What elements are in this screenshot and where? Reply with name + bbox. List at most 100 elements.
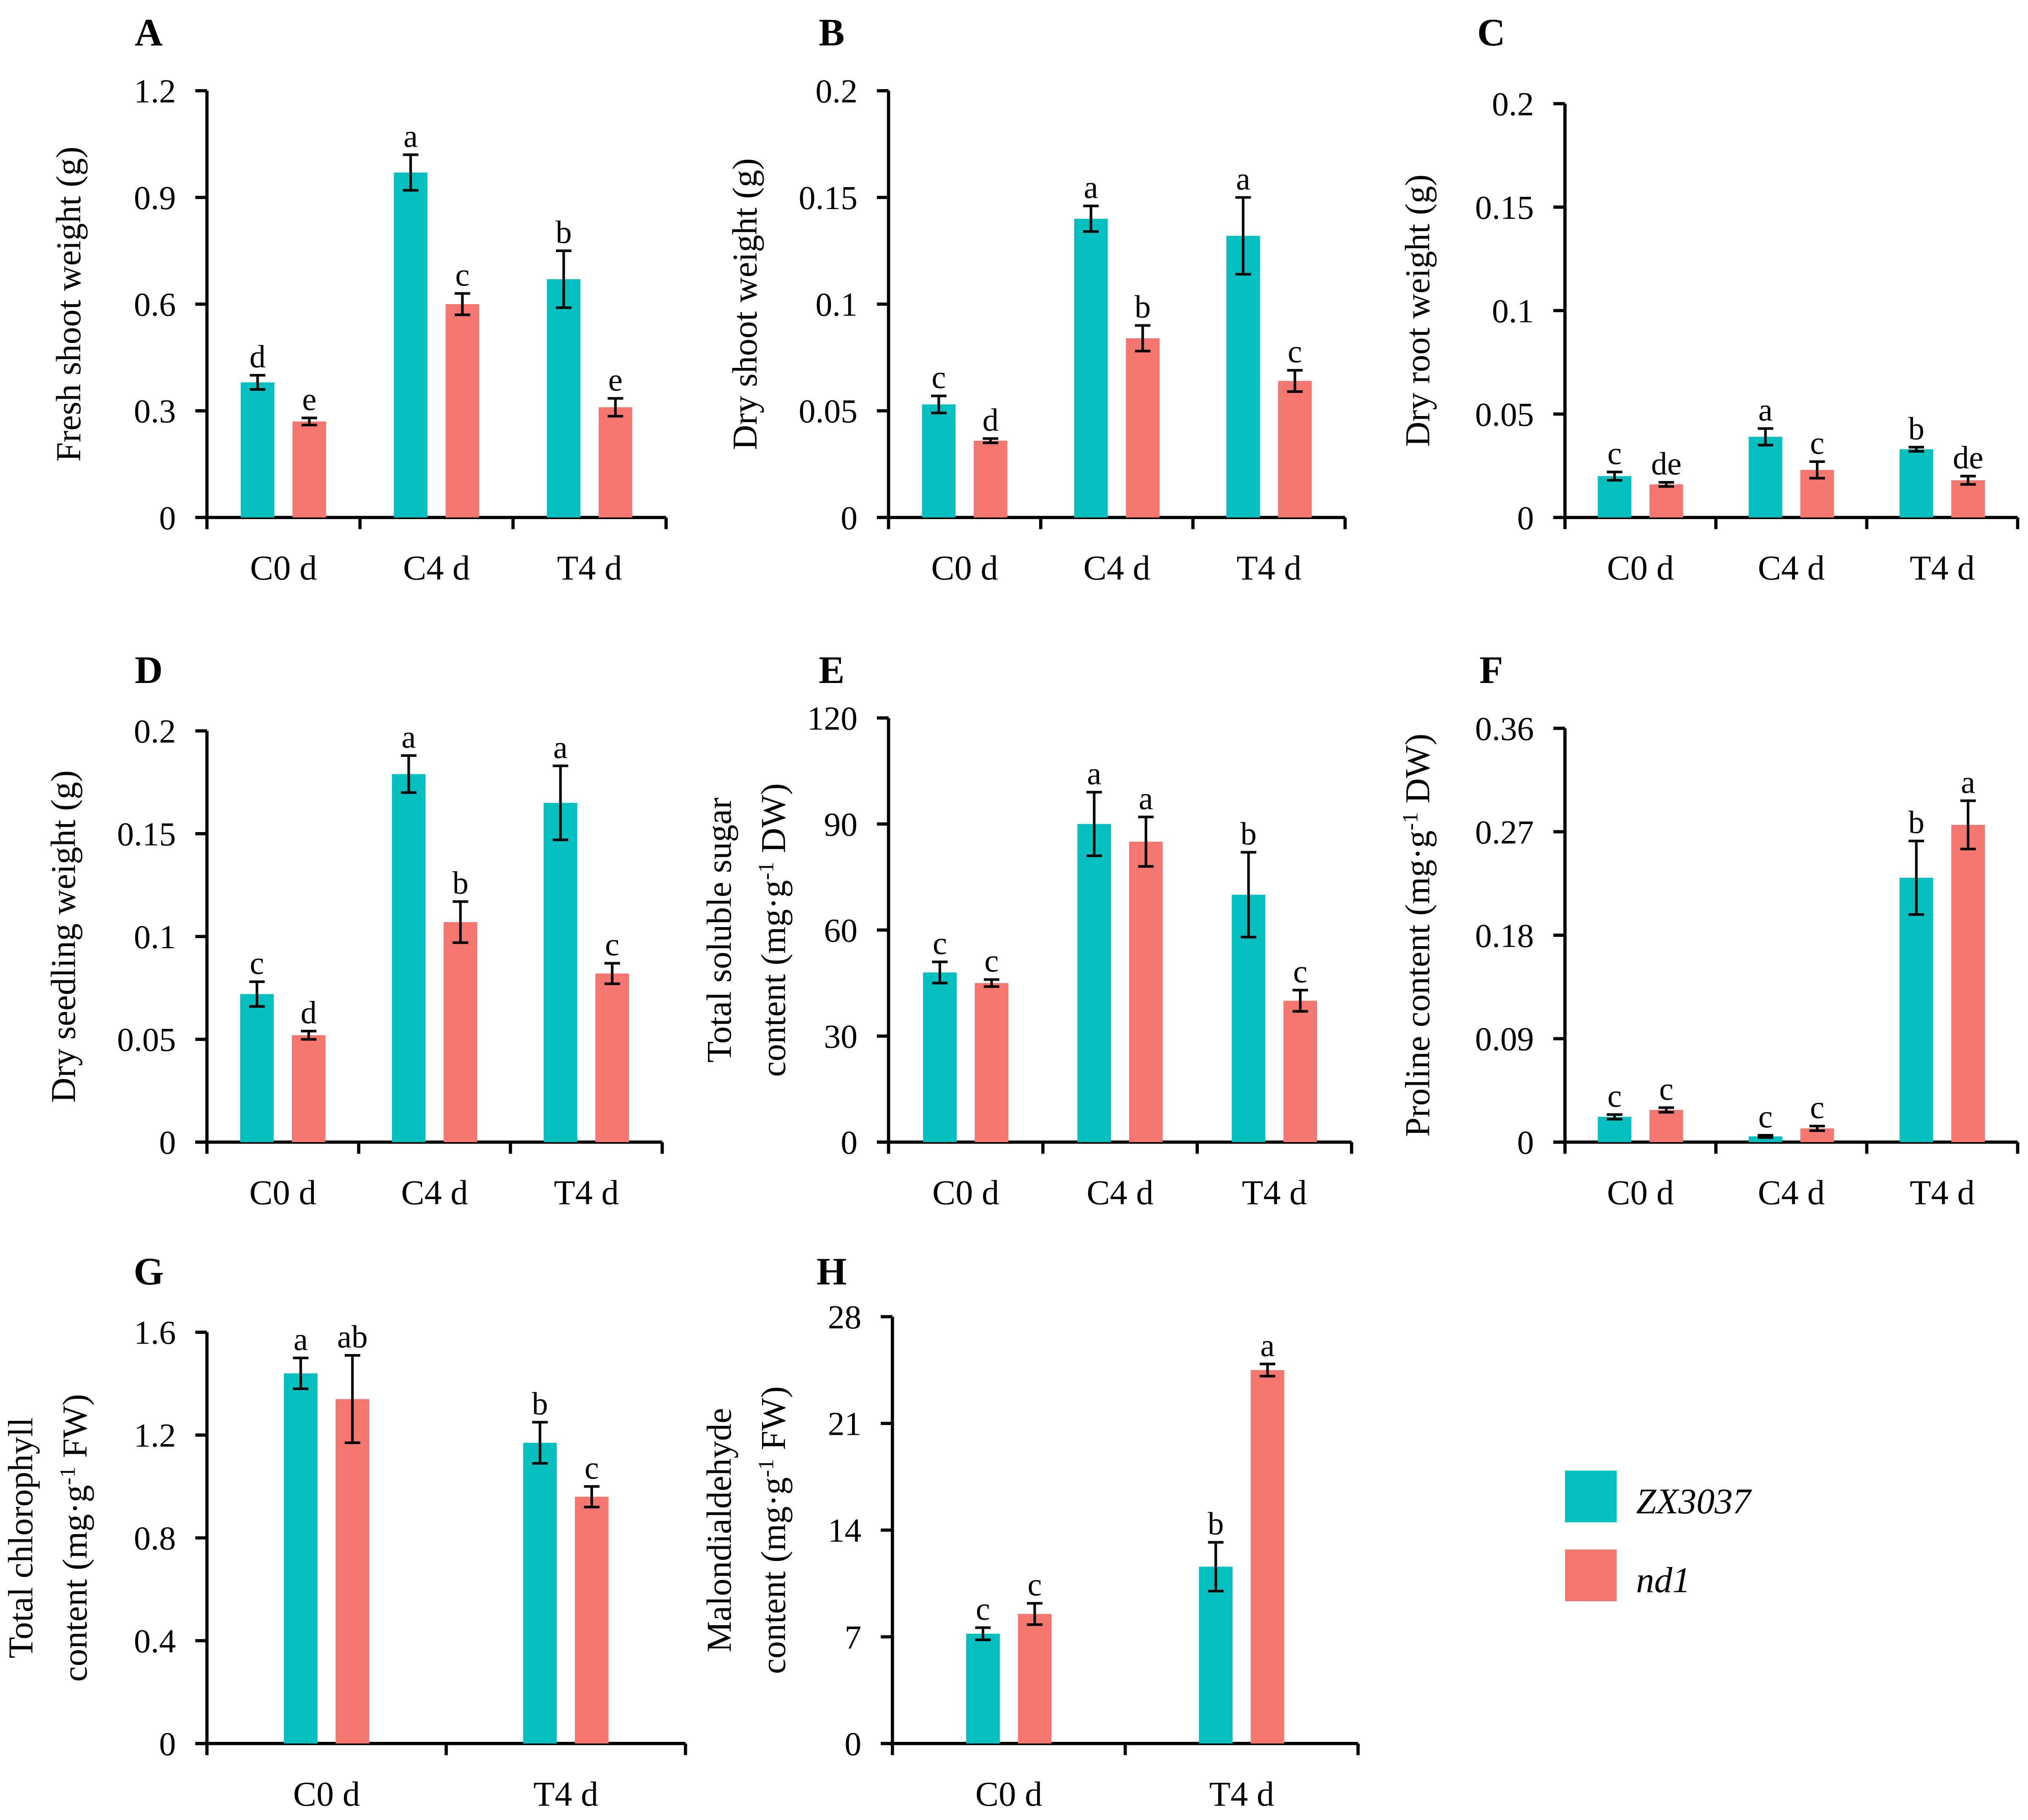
significance-letter: c: [1758, 1099, 1772, 1134]
y-tick-label: 0: [1517, 500, 1534, 537]
bar-nd1: [974, 441, 1007, 518]
y-axis-label: content (mg·g-1 FW): [55, 1394, 94, 1681]
y-tick-label: 0.1: [1492, 293, 1534, 330]
bar-nd1: [1951, 480, 1985, 518]
x-tick-label: T4 d: [557, 548, 622, 587]
label-text: content (mg·g: [754, 880, 793, 1077]
y-tick-label: 0: [841, 500, 857, 537]
y-tick-label: 0.2: [816, 73, 858, 110]
significance-letter: a: [1084, 169, 1098, 205]
panel-e: E 0 30 60 90 120 C0 d c c C4 d a a T4 d b c Total solub…: [700, 648, 1353, 1212]
y-tick-label: 120: [807, 700, 857, 737]
significance-letter: d: [250, 339, 266, 375]
bar-zx3037: [392, 774, 426, 1143]
significance-letter: c: [1607, 435, 1622, 471]
x-tick-label: T4 d: [1910, 548, 1975, 587]
y-tick-label: 1.2: [134, 1417, 176, 1454]
x-tick-label: C0 d: [975, 1774, 1042, 1813]
bar-zx3037: [523, 1442, 557, 1744]
y-tick-label: 0.15: [799, 180, 857, 217]
label-text: Dry shoot weight (g): [725, 158, 764, 450]
significance-letter: de: [1651, 446, 1682, 482]
y-tick-label: 0.18: [1475, 917, 1534, 955]
y-axis-label: Proline content (mg·g-1 DW): [1398, 734, 1437, 1137]
y-tick-label: 0: [1517, 1124, 1534, 1162]
bar-zx3037: [1899, 449, 1933, 518]
y-tick-label: 0.15: [117, 816, 176, 853]
bar-nd1: [335, 1399, 370, 1744]
bar-zx3037: [966, 1634, 1000, 1744]
y-tick-label: 0.27: [1475, 814, 1534, 851]
significance-letter: d: [301, 995, 317, 1031]
panel-label: H: [817, 1250, 847, 1293]
bar-zx3037: [1226, 236, 1260, 518]
legend-swatch-nd1: [1565, 1549, 1617, 1602]
significance-letter: c: [1288, 334, 1302, 370]
significance-letter: a: [403, 118, 418, 154]
y-tick-label: 0: [844, 1725, 861, 1763]
x-tick-label: C4 d: [401, 1173, 468, 1212]
superscript: -1: [56, 1466, 80, 1485]
significance-letter: c: [605, 927, 619, 963]
superscript: -1: [754, 1459, 778, 1477]
bar-zx3037: [1598, 1117, 1632, 1143]
significance-letter: b: [1241, 816, 1257, 852]
significance-letter: b: [452, 865, 468, 901]
legend-label-nd1: nd1: [1636, 1560, 1690, 1600]
significance-letter: c: [933, 925, 947, 961]
y-tick-label: 1.6: [134, 1314, 176, 1352]
x-tick-label: T4 d: [554, 1173, 619, 1212]
bar-zx3037: [284, 1373, 318, 1744]
label-text: FW): [754, 1386, 793, 1459]
significance-letter: a: [1236, 161, 1250, 197]
superscript: -1: [1398, 812, 1422, 830]
y-axis-label: Fresh shoot weight (g): [49, 147, 88, 462]
bar-nd1: [1278, 381, 1312, 518]
panel-d: D 0 0.05 0.1 0.15 0.2 C0 d c d C4 d a b T4 d a c Dry se…: [44, 648, 664, 1212]
label-text: Dry root weight (g): [1398, 174, 1437, 447]
x-tick-label: C0 d: [932, 1173, 999, 1212]
y-tick-label: 0.8: [134, 1520, 176, 1557]
label-text: FW): [55, 1394, 94, 1466]
y-tick-label: 7: [844, 1619, 861, 1656]
bar-zx3037: [1199, 1567, 1233, 1744]
y-tick-label: 1.2: [134, 73, 176, 110]
x-tick-label: C4 d: [1083, 548, 1150, 587]
label-text: DW): [754, 783, 793, 862]
y-axis-label: Total soluble sugar: [700, 797, 738, 1063]
bar-nd1: [1649, 484, 1683, 518]
significance-letter: c: [585, 1450, 599, 1486]
y-tick-label: 21: [828, 1406, 862, 1443]
significance-letter: b: [555, 214, 572, 250]
significance-letter: b: [532, 1386, 548, 1422]
y-tick-label: 90: [824, 806, 857, 843]
significance-letter: c: [931, 359, 946, 395]
bar-zx3037: [1899, 878, 1933, 1143]
panel-label: C: [1477, 11, 1505, 54]
bar-nd1: [291, 1035, 326, 1143]
y-tick-label: 0.15: [1475, 189, 1534, 226]
y-tick-label: 0: [841, 1124, 857, 1162]
bar-nd1: [1018, 1614, 1052, 1744]
significance-letter: a: [1758, 392, 1772, 428]
y-tick-label: 0.1: [816, 286, 858, 324]
label-text: Total soluble sugar: [700, 797, 738, 1063]
significance-letter: ab: [337, 1319, 367, 1355]
bar-zx3037: [1748, 1136, 1783, 1143]
significance-letter: a: [1087, 756, 1101, 792]
superscript: -1: [754, 862, 778, 880]
significance-letter: c: [1659, 1071, 1674, 1107]
significance-letter: c: [1607, 1078, 1622, 1114]
y-tick-label: 0.05: [117, 1021, 176, 1058]
bar-nd1: [292, 421, 327, 518]
panel-label: B: [819, 11, 844, 54]
y-axis-label: Total chlorophyll: [1, 1417, 40, 1658]
bar-nd1: [574, 1496, 609, 1744]
y-tick-label: 28: [828, 1299, 862, 1336]
y-tick-label: 0: [159, 1725, 176, 1763]
y-tick-label: 0.2: [1492, 86, 1534, 123]
y-tick-label: 0.9: [134, 180, 176, 217]
legend-swatch-zx3037: [1565, 1470, 1617, 1523]
